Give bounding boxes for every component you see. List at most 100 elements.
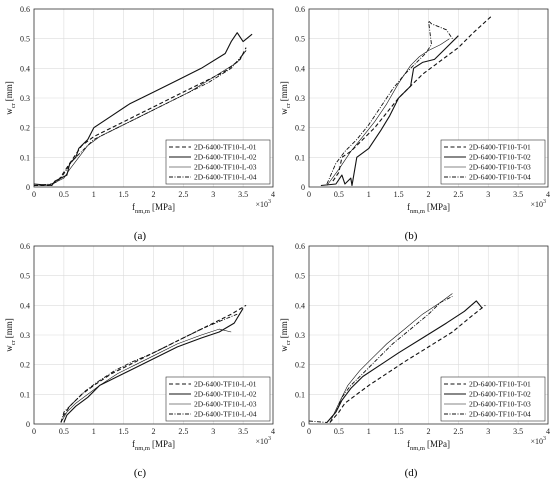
x-tick-label: 1.5 xyxy=(394,190,404,199)
x-tick-label: 4 xyxy=(271,190,275,199)
x-tick-label: 2 xyxy=(152,427,156,436)
y-tick-label: 0.3 xyxy=(20,94,30,103)
x-label-subscript: nm,m xyxy=(135,208,150,215)
y-label-unit: [mm] xyxy=(4,81,14,101)
y-tick-label: 0.5 xyxy=(295,35,305,44)
y-tick-label: 0.6 xyxy=(295,242,305,251)
y-tick-label: 0 xyxy=(26,183,30,192)
x-tick-label: 0 xyxy=(32,190,36,199)
plot-frame xyxy=(308,8,549,188)
legend-entry: 2D-6400-TF10-T-01 xyxy=(469,380,531,389)
y-label-main: w xyxy=(4,108,14,115)
x-tick-label: 4 xyxy=(546,190,550,199)
y-axis-label: wcr[mm] xyxy=(4,318,17,352)
y-tick-label: 0.6 xyxy=(20,5,30,14)
chart-panel-a: 0 0.5 1 1.5 2 2.5 3 3.5 4 0 0.1 0.2 0.3 0.4 0.5 0.6 2D-6… xyxy=(4,5,275,242)
x-label-main: f xyxy=(132,439,135,449)
x-multiplier-exponent: 3 xyxy=(268,436,271,442)
x-label-main: f xyxy=(407,439,410,449)
y-tick-label: 0.1 xyxy=(295,153,305,162)
y-label-main: w xyxy=(279,345,289,352)
x-tick-label: 2.5 xyxy=(453,427,463,436)
series-line-1 xyxy=(329,304,486,423)
x-tick-label: 1.5 xyxy=(394,427,404,436)
y-label-subscript: cr xyxy=(10,102,17,108)
x-tick-label: 1 xyxy=(92,427,96,436)
x-tick-label: 2 xyxy=(427,190,431,199)
x-tick-label: 2.5 xyxy=(453,190,463,199)
x-label-unit: [MPa] xyxy=(427,439,450,449)
x-axis-label: fnm,m [MPa] xyxy=(407,439,450,452)
x-multiplier-exponent: 3 xyxy=(543,436,546,442)
chart-panel-c: 0 0.5 1 1.5 2 2.5 3 3.5 4 0 0.1 0.2 0.3 0.4 0.5 0.6 2D-6… xyxy=(4,242,275,479)
legend-entry: 2D-6400-TF10-L-03 xyxy=(194,400,257,409)
y-tick-label: 0.5 xyxy=(20,272,30,281)
series-line-4 xyxy=(308,295,453,423)
series-line-4 xyxy=(326,20,453,185)
y-tick-label: 0.3 xyxy=(20,331,30,340)
y-tick-label: 0.3 xyxy=(295,331,305,340)
x-label-subscript: nm,m xyxy=(410,208,425,215)
x-tick-label: 1.5 xyxy=(119,190,129,199)
y-tick-label: 0.5 xyxy=(295,272,305,281)
x-tick-label: 2 xyxy=(152,190,156,199)
x-tick-label: 0 xyxy=(32,427,36,436)
x-tick-label: 4 xyxy=(546,427,550,436)
y-tick-label: 0.4 xyxy=(20,64,30,73)
plot-frame xyxy=(33,245,274,425)
x-tick-label: 0.5 xyxy=(334,427,344,436)
legend-entry: 2D-6400-TF10-L-01 xyxy=(194,380,257,389)
x-tick-label: 3 xyxy=(211,190,215,199)
y-tick-label: 0.3 xyxy=(295,94,305,103)
panel-caption: (c) xyxy=(134,467,147,479)
y-axis-label: wcr[mm] xyxy=(279,318,292,352)
x-label-unit: [MPa] xyxy=(427,202,450,212)
x-multiplier: ×103 xyxy=(255,436,271,446)
x-tick-label: 2.5 xyxy=(178,190,188,199)
x-label-unit: [MPa] xyxy=(152,202,175,212)
x-label-subscript: nm,m xyxy=(135,445,150,452)
x-tick-label: 3.5 xyxy=(238,190,248,199)
y-tick-label: 0.2 xyxy=(295,124,305,133)
y-tick-label: 0.5 xyxy=(20,35,30,44)
y-tick-label: 0 xyxy=(301,420,305,429)
series-line-2 xyxy=(326,300,483,423)
x-tick-label: 3.5 xyxy=(513,190,523,199)
series-line-1 xyxy=(332,15,492,182)
panel-caption: (b) xyxy=(405,230,418,242)
x-tick-label: 3.5 xyxy=(513,427,523,436)
x-tick-label: 0 xyxy=(307,427,311,436)
x-multiplier: ×103 xyxy=(255,199,271,209)
x-tick-label: 3 xyxy=(211,427,215,436)
chart-panel-d: 0 0.5 1 1.5 2 2.5 3 3.5 4 0 0.1 0.2 0.3 0.4 0.5 0.6 2D-6… xyxy=(279,242,550,479)
x-tick-label: 3 xyxy=(486,427,490,436)
legend-entry: 2D-6400-TF10-T-03 xyxy=(469,400,531,409)
y-tick-label: 0.6 xyxy=(295,5,305,14)
series-line-4 xyxy=(33,50,247,186)
y-tick-label: 0.2 xyxy=(20,124,30,133)
y-label-subscript: cr xyxy=(285,339,292,345)
x-multiplier-exponent: 3 xyxy=(543,199,546,205)
x-label-subscript: nm,m xyxy=(410,445,425,452)
legend-entry: 2D-6400-TF10-T-04 xyxy=(469,410,531,419)
legend-entry: 2D-6400-TF10-T-02 xyxy=(469,390,531,399)
x-tick-label: 0.5 xyxy=(59,427,69,436)
y-tick-label: 0.1 xyxy=(295,390,305,399)
x-tick-label: 1 xyxy=(367,427,371,436)
x-tick-label: 4 xyxy=(271,427,275,436)
series-line-3 xyxy=(60,328,232,423)
y-tick-label: 0.2 xyxy=(20,361,30,370)
y-tick-label: 0 xyxy=(26,420,30,429)
panel-caption: (d) xyxy=(405,467,418,479)
plot-frame xyxy=(308,245,549,425)
series-line-2 xyxy=(33,32,253,187)
y-label-subscript: cr xyxy=(285,102,292,108)
series-line-2 xyxy=(63,308,244,423)
series-line-3 xyxy=(329,293,453,423)
y-label-subscript: cr xyxy=(10,339,17,345)
legend-entry: 2D-6400-TF10-T-03 xyxy=(469,163,531,172)
y-tick-label: 0.4 xyxy=(20,301,30,310)
legend-entry: 2D-6400-TF10-T-02 xyxy=(469,153,531,162)
chart-panel-b: 0 0.5 1 1.5 2 2.5 3 3.5 4 0 0.1 0.2 0.3 0.4 0.5 0.6 2D-6… xyxy=(279,5,550,242)
